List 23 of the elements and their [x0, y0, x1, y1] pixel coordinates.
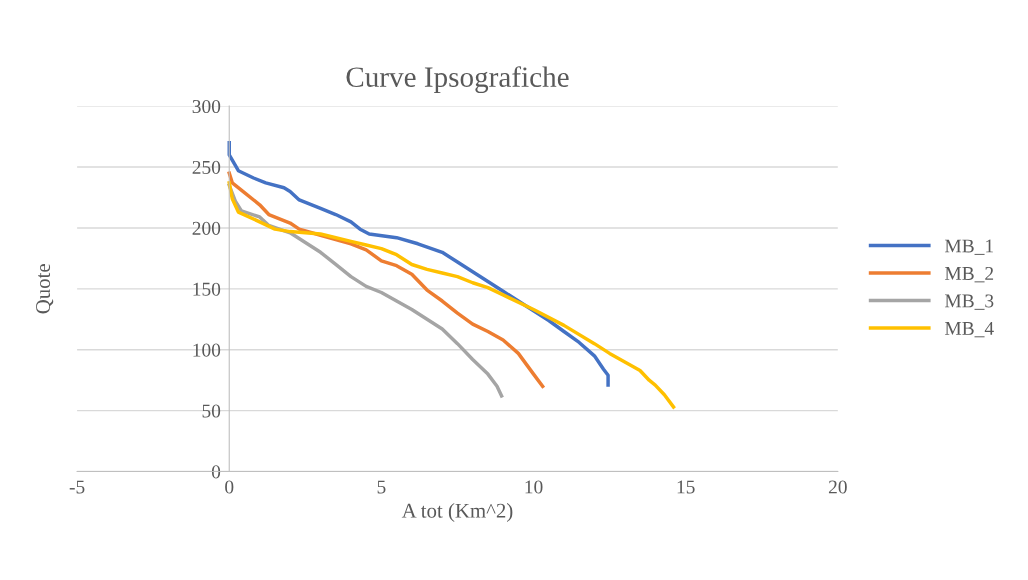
- x-tick-label: 10: [525, 480, 543, 494]
- line-series: [227, 183, 504, 398]
- x-tick-label: 5: [377, 480, 386, 494]
- x-axis-title: A tot (Km^2): [401, 503, 513, 522]
- x-tick-label: -5: [69, 480, 85, 494]
- y-axis-title: Quote: [36, 264, 54, 314]
- legend-label: MB_4: [944, 321, 994, 338]
- legend-label: MB_1: [944, 239, 993, 255]
- y-tick-label: 200: [192, 221, 221, 235]
- y-tick-label: 150: [193, 282, 221, 296]
- line-series: [227, 140, 610, 387]
- x-tick-label: 15: [677, 480, 695, 494]
- legend-label: MB_2: [944, 266, 994, 283]
- y-tick-label: 50: [202, 404, 221, 418]
- line-series: [227, 181, 676, 409]
- x-tick-label: 20: [828, 480, 847, 494]
- chart-title: Curve Ipsografiche: [346, 66, 569, 93]
- y-tick-label: 250: [192, 160, 221, 174]
- y-tick-label: 300: [192, 99, 221, 114]
- line-series: [227, 171, 545, 389]
- legend-label: MB_3: [944, 294, 994, 310]
- y-tick-label: 100: [193, 343, 221, 357]
- x-tick-label: 0: [225, 480, 234, 494]
